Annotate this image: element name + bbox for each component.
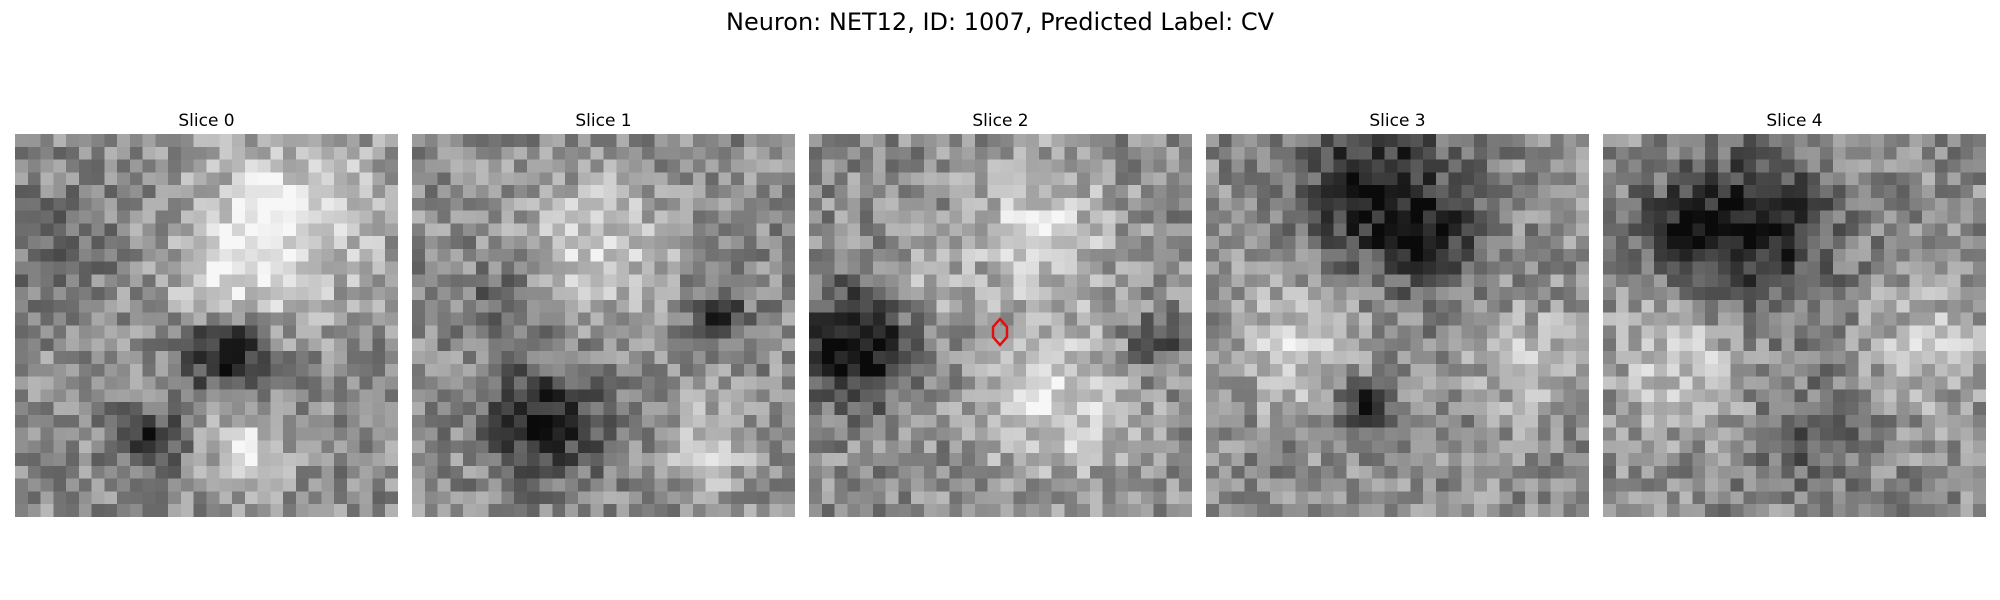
slice-title-3: Slice 3 <box>1369 111 1426 131</box>
slice-image-3 <box>1206 134 1589 517</box>
slice-title-0: Slice 0 <box>178 111 235 131</box>
figure-title: Neuron: NET12, ID: 1007, Predicted Label… <box>726 8 1274 36</box>
slice-panel-4: Slice 4 <box>1603 108 1986 517</box>
slice-panel-1: Slice 1 <box>412 108 795 517</box>
slice-image-4 <box>1603 134 1986 517</box>
slice-image-0 <box>15 134 398 517</box>
slice-title-1: Slice 1 <box>575 111 632 131</box>
slice-image-1 <box>412 134 795 517</box>
slice-panel-0: Slice 0 <box>15 108 398 517</box>
slice-panel-2: Slice 2 <box>809 108 1192 517</box>
slice-title-2: Slice 2 <box>972 111 1029 131</box>
slice-panel-3: Slice 3 <box>1206 108 1589 517</box>
slice-title-4: Slice 4 <box>1766 111 1823 131</box>
slice-image-2 <box>809 134 1192 517</box>
